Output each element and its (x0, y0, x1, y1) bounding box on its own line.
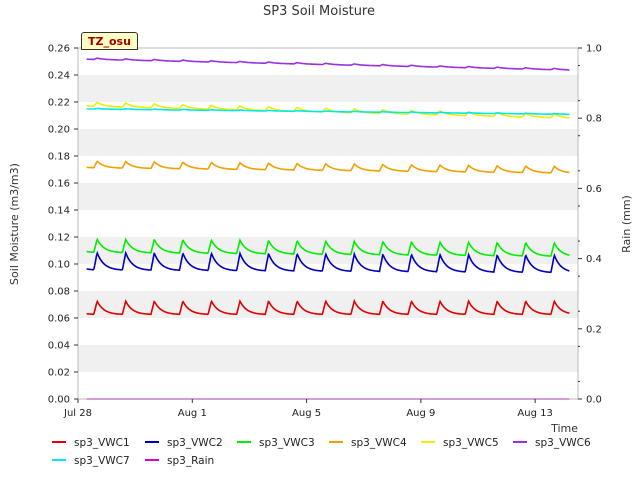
legend-label: sp3_VWC6 (535, 437, 591, 449)
series-line-sp3_VWC6 (86, 57, 570, 71)
y-tick-label: 0.00 (48, 395, 70, 406)
legend-item-sp3_VWC2: sp3_VWC2 (145, 437, 223, 449)
plot-band (78, 129, 578, 156)
plot-frame (77, 47, 579, 400)
y-tick-label: 0.02 (48, 368, 70, 379)
series-line-sp3_VWC2 (86, 250, 570, 274)
legend-swatch (237, 441, 251, 443)
legend-item-sp3_VWC7: sp3_VWC7 (52, 455, 130, 467)
y-tick-label: 0.22 (48, 98, 70, 109)
series-line-sp3_VWC4 (86, 160, 570, 174)
y2-tick-label: 0.6 (586, 184, 602, 195)
legend-label: sp3_VWC3 (259, 437, 315, 449)
x-tick-label: Jul 28 (63, 408, 92, 419)
plot-band (78, 210, 578, 237)
legend-swatch (52, 459, 66, 461)
plot-lines (86, 57, 570, 400)
legend-label: sp3_Rain (167, 455, 215, 467)
legend-swatch (329, 441, 343, 443)
y2-tick-label: 0.2 (586, 324, 602, 335)
axis-ticks: 0.00 0.02 0.04 0.06 0.08 0.10 0.12 0.14 0.16 0.18… (48, 44, 602, 420)
y-tick-label: 0.14 (48, 206, 70, 217)
legend-item-sp3_VWC1: sp3_VWC1 (52, 437, 130, 449)
legend-item-sp3_VWC3: sp3_VWC3 (237, 437, 315, 449)
plot-band (78, 372, 578, 399)
legend-label: sp3_VWC4 (351, 437, 407, 449)
y-tick-label: 0.16 (48, 179, 70, 190)
y2-tick-label: 0.4 (586, 254, 602, 265)
legend-item-sp3_VWC5: sp3_VWC5 (421, 437, 499, 449)
legend-swatch (145, 441, 159, 443)
y-tick-label: 0.06 (48, 314, 70, 325)
legend-swatch (513, 441, 527, 443)
y-tick-label: 0.18 (48, 152, 70, 163)
y-tick-label: 0.08 (48, 287, 70, 298)
y-tick-label: 0.04 (48, 341, 70, 352)
legend-swatch (52, 441, 66, 443)
legend-label: sp3_VWC7 (74, 455, 130, 467)
y-tick-label: 0.26 (48, 44, 70, 55)
y2-tick-label: 0.0 (586, 395, 602, 406)
legend-item-sp3_Rain: sp3_Rain (145, 455, 214, 467)
chart-title: SP3 Soil Moisture (263, 4, 375, 19)
series-line-sp3_VWC1 (86, 298, 570, 316)
x-tick-label: Aug 5 (292, 408, 321, 419)
plot-band (78, 318, 578, 345)
legend-swatch (145, 459, 159, 461)
legend-label: sp3_VWC1 (74, 437, 130, 449)
series-line-sp3_VWC7 (86, 107, 570, 116)
chart-legend: sp3_VWC1 sp3_VWC2 sp3_VWC3 sp3_VWC4 sp3_VWC5… (0, 434, 640, 480)
x-axis-label: Time (550, 422, 578, 435)
series-line-sp3_VWC5 (86, 101, 570, 119)
y-tick-label: 0.24 (48, 71, 70, 82)
y-tick-label: 0.20 (48, 125, 70, 136)
y2-tick-label: 0.8 (586, 114, 602, 125)
x-tick-label: Aug 1 (178, 408, 207, 419)
x-tick-label: Aug 9 (406, 408, 435, 419)
plot-band (78, 345, 578, 372)
legend-label: sp3_VWC5 (443, 437, 499, 449)
plot-band (78, 75, 578, 102)
legend-item-sp3_VWC4: sp3_VWC4 (329, 437, 407, 449)
y-axis-label: Soil Moisture (m3/m3) (8, 163, 21, 285)
y2-tick-label: 1.0 (586, 44, 602, 55)
x-tick-label: Aug 13 (517, 408, 552, 419)
plot-band (78, 48, 578, 75)
legend-item-sp3_VWC6: sp3_VWC6 (513, 437, 591, 449)
site-badge: TZ_osu (81, 32, 138, 50)
y-tick-label: 0.12 (48, 233, 70, 244)
plot-band (78, 264, 578, 291)
legend-label: sp3_VWC2 (167, 437, 223, 449)
plot-bands (78, 48, 578, 399)
legend-swatch (421, 441, 435, 443)
series-line-sp3_VWC3 (86, 237, 570, 257)
y2-axis-label: Rain (mm) (620, 195, 633, 253)
y-tick-label: 0.10 (48, 260, 70, 271)
plot-band (78, 183, 578, 210)
